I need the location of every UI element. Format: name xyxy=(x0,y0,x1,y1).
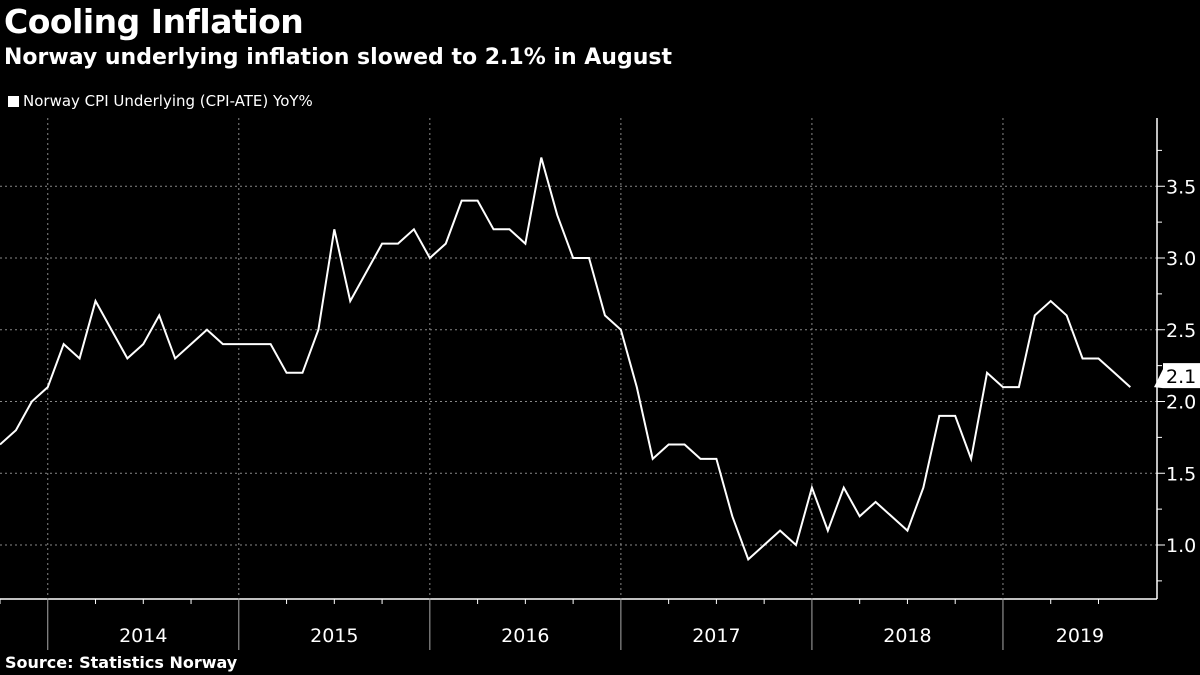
series-line xyxy=(0,157,1131,562)
chart-subtitle: Norway underlying inflation slowed to 2.… xyxy=(4,45,672,70)
y-tick-label: 3.0 xyxy=(1166,248,1196,270)
x-tick-label: 2019 xyxy=(1056,625,1104,647)
y-tick-label: 1.5 xyxy=(1166,463,1196,485)
y-tick-label: 1.0 xyxy=(1166,535,1196,557)
x-tick-label: 2015 xyxy=(310,625,358,647)
x-tick-label: 2014 xyxy=(119,625,167,647)
legend-label: Norway CPI Underlying (CPI-ATE) YoY% xyxy=(23,92,313,110)
x-tick-label: 2017 xyxy=(692,625,740,647)
x-tick-label: 2016 xyxy=(501,625,549,647)
source-note: Source: Statistics Norway xyxy=(5,653,238,672)
last-value-label: 2.1 xyxy=(1166,366,1196,388)
legend-swatch xyxy=(8,95,19,107)
y-tick-label: 2.0 xyxy=(1166,392,1196,414)
legend: Norway CPI Underlying (CPI-ATE) YoY% xyxy=(8,92,313,110)
chart-title: Cooling Inflation xyxy=(4,2,304,41)
y-tick-label: 3.5 xyxy=(1166,176,1196,198)
last-value-tag xyxy=(1154,363,1200,389)
x-tick-label: 2018 xyxy=(883,625,931,647)
y-tick-label: 2.5 xyxy=(1166,320,1196,342)
